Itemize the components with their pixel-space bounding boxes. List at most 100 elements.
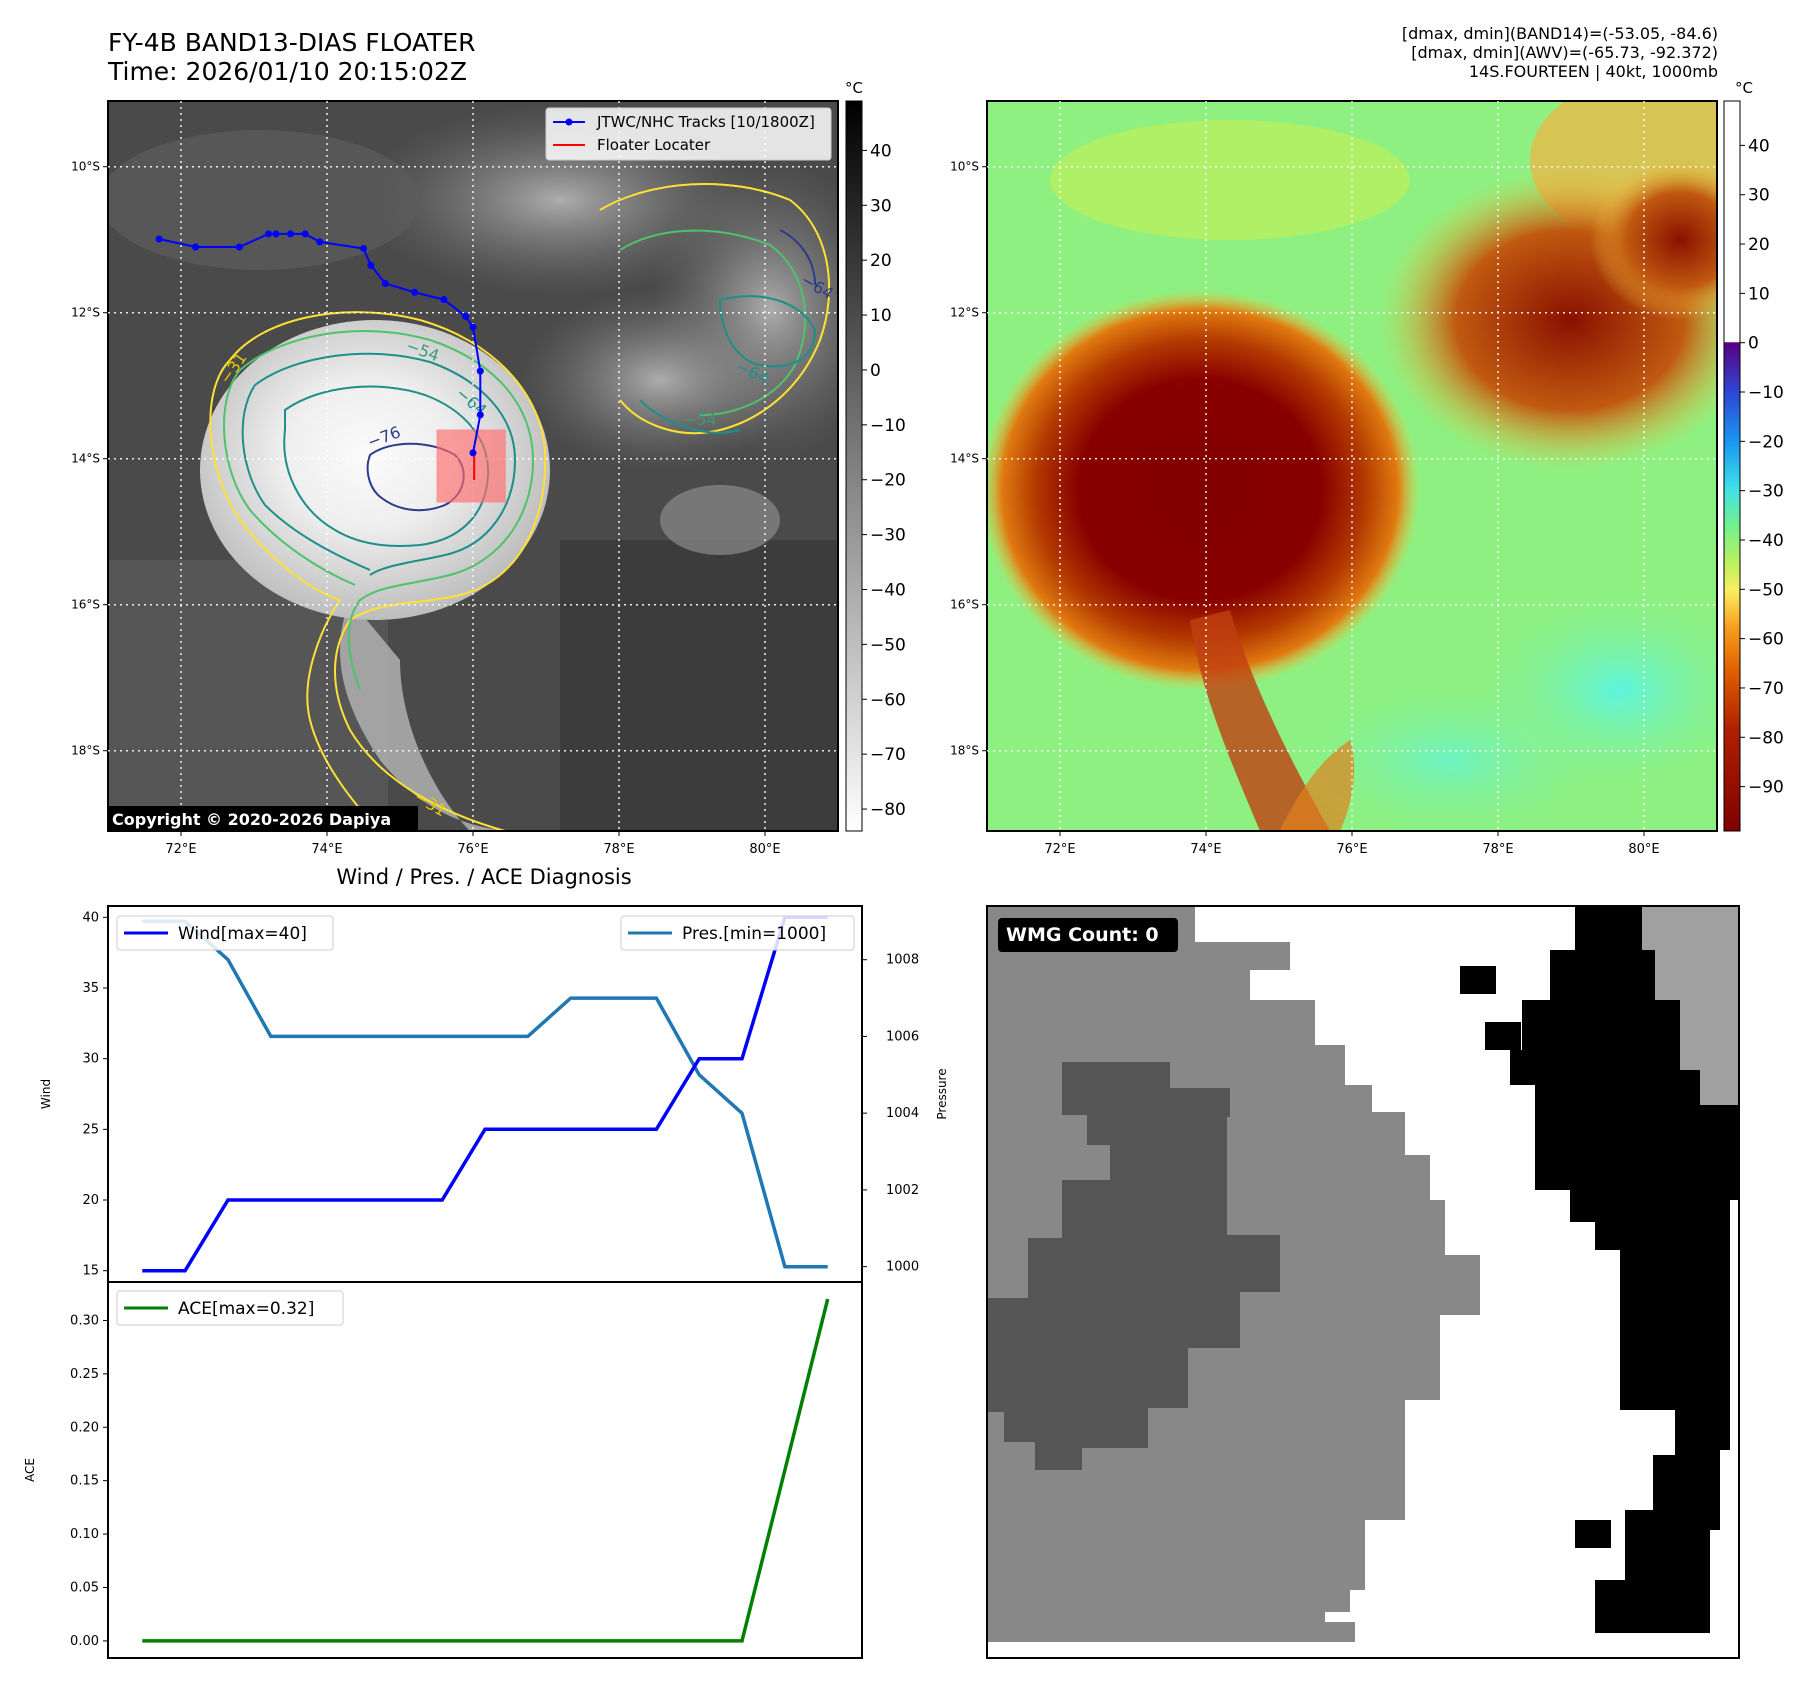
wmg-badge [998, 918, 1178, 952]
wmg-frame [986, 905, 1740, 1659]
lat-tick-label: 18°S [950, 744, 979, 758]
figure-title: FY-4B BAND13-DIAS FLOATER Time: 2026/01/… [108, 28, 476, 86]
colorbar-tick-label: −50 [870, 635, 906, 655]
colorbar-tick-label: −10 [870, 416, 906, 436]
colorbar-tick-label: −70 [1748, 679, 1784, 699]
info-line-1: [dmax, dmin](BAND14)=(-53.05, -84.6) [1401, 24, 1718, 43]
colorbar-tick-label: 0 [870, 361, 881, 381]
wv-gridlines: 72°E 74°E 76°E 78°E 80°E 10°S 12°S 14°S 16°S 18°S [950, 101, 1717, 857]
pressure-tick-label: 1008 [886, 953, 919, 968]
wv-colorbar: °C 40 30 20 10 0 −10 −20 −30 −40 −50 −60 −70 −80 −90 [1723, 79, 1784, 832]
wind-tick-label: 30 [82, 1052, 99, 1067]
colorbar-tick-label: 0 [1748, 334, 1759, 354]
lat-tick-label: 16°S [71, 598, 100, 612]
track-line [158, 232, 482, 454]
colorbar-tick-label: −80 [1748, 728, 1784, 748]
colorbar-tick-label: −90 [1748, 778, 1784, 798]
wmg-cell [1485, 1022, 1521, 1050]
lon-tick-label: 80°E [1628, 842, 1659, 857]
ace-tick-label: 0.00 [70, 1634, 99, 1649]
track-point [440, 296, 448, 304]
ace-legend: ACE[max=0.32] [116, 1290, 344, 1326]
wv-colorbar-unit: °C [1735, 79, 1753, 97]
lat-tick-label: 14°S [950, 452, 979, 466]
lat-tick-label: 16°S [950, 598, 979, 612]
title-line-1: FY-4B BAND13-DIAS FLOATER [108, 28, 476, 57]
ir-legend: JTWC/NHC Tracks [10/1800Z] Floater Locat… [545, 107, 832, 161]
diagnosis-title: Wind / Pres. / ACE Diagnosis [336, 865, 631, 889]
lon-tick-label: 72°E [165, 842, 196, 857]
colorbar-tick-label: −50 [1748, 580, 1784, 600]
ace-tick-label: 0.05 [70, 1581, 99, 1596]
colorbar-tick-label: −20 [870, 471, 906, 491]
lon-tick-label: 72°E [1044, 842, 1075, 857]
colorbar-tick-label: 10 [1748, 284, 1770, 304]
track-point [360, 244, 367, 252]
wmg-count-label: WMG Count: 0 [1006, 924, 1159, 946]
colorbar-tick-label: −20 [1748, 432, 1784, 452]
colorbar-tick-label: −40 [1748, 531, 1784, 551]
colorbar-tick-label: 10 [870, 306, 892, 326]
wind-ylabel: Wind [39, 1079, 53, 1109]
storm-track [155, 230, 484, 457]
colorbar-tick-label: 30 [870, 196, 892, 216]
wmg-region-light [1642, 906, 1739, 1105]
contour-label: −54 [683, 410, 717, 429]
wmg-panel: WMG Count: 0 [986, 905, 1740, 1659]
track-point [462, 312, 470, 320]
lon-tick-label: 76°E [1336, 842, 1367, 857]
pressure-tick-label: 1000 [886, 1260, 919, 1275]
colorbar-tick-label: −30 [1748, 482, 1784, 502]
ace-tick-label: 0.25 [70, 1367, 99, 1382]
copyright-badge: Copyright © 2020-2026 Dapiya [108, 806, 418, 831]
wind-legend-label: Wind[max=40] [178, 924, 307, 944]
wmg-cell [1575, 1520, 1611, 1548]
info-line-2: [dmax, dmin](AWV)=(-65.73, -92.372) [1411, 43, 1718, 62]
ir-gridlines: 72°E 74°E 76°E 78°E 80°E 10°S 12°S 14°S 16°S 18°S [71, 101, 838, 857]
track-point [469, 449, 477, 457]
track-point [272, 230, 280, 238]
title-line-2: Time: 2026/01/10 20:15:02Z [108, 57, 467, 86]
wind-tick-label: 15 [82, 1264, 99, 1279]
ir-colorbar-unit: °C [845, 79, 863, 97]
wind-tick-label: 40 [82, 910, 99, 925]
floater-locator-box [436, 429, 506, 503]
colorbar-tick-label: 40 [1748, 136, 1770, 156]
pressure-tick-label: 1006 [886, 1029, 919, 1044]
copyright-text: Copyright © 2020-2026 Dapiya [112, 810, 391, 829]
colorbar-tick-label: −70 [870, 745, 906, 765]
pressure-tick-label: 1002 [886, 1183, 919, 1198]
ir-contours [209, 183, 831, 831]
lat-tick-label: 12°S [71, 306, 100, 320]
ace-chart: ACE 0.00 0.05 0.10 0.15 0.20 0.25 0.30 ACE[max… [23, 1281, 863, 1659]
track-point [476, 411, 484, 419]
track-point [316, 238, 324, 246]
ace-line [142, 1298, 830, 1643]
track-point [469, 323, 477, 331]
lon-tick-label: 74°E [1190, 842, 1221, 857]
wind-pressure-chart: Wind Pressure 15 20 25 30 35 40 1000 1002 1004 10… [39, 905, 949, 1283]
track-point [381, 280, 389, 287]
pressure-legend-label: Pres.[min=1000] [682, 924, 826, 944]
info-line-3: 14S.FOURTEEN | 40kt, 1000mb [1468, 62, 1718, 81]
track-point [192, 243, 200, 251]
wv-imagery [987, 101, 1717, 831]
colorbar-tick-label: 20 [1748, 235, 1770, 255]
track-point [287, 230, 294, 238]
wind-tick-label: 25 [82, 1122, 99, 1137]
wind-line [142, 915, 828, 1273]
wmg-region-black [1510, 906, 1739, 1633]
lon-tick-label: 76°E [457, 842, 488, 857]
pressure-tick-label: 1004 [886, 1106, 919, 1121]
lat-tick-label: 12°S [950, 306, 979, 320]
pressure-ylabel: Pressure [935, 1068, 949, 1119]
ace-tick-label: 0.30 [70, 1313, 99, 1328]
track-point [155, 235, 163, 243]
lat-tick-label: 18°S [71, 744, 100, 758]
ir-colorbar: °C 40 30 20 10 0 −10 −20 −30 −40 −50 −60 −70 −80 [845, 79, 906, 832]
ace-tick-label: 0.20 [70, 1420, 99, 1435]
colorbar-tick-label: −80 [870, 800, 906, 820]
legend-track-marker [565, 118, 573, 126]
lon-tick-label: 78°E [1482, 842, 1513, 857]
